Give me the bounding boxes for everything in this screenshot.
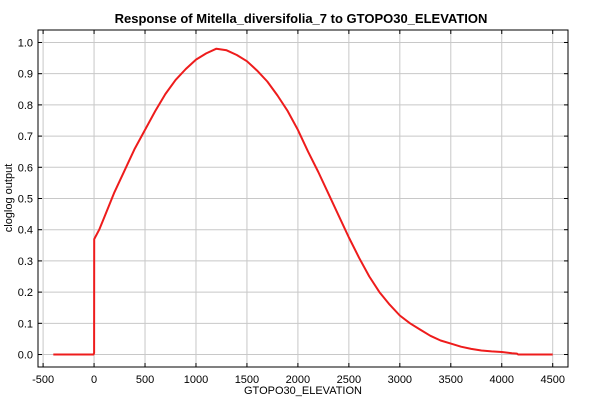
x-tick-label: 4500 (540, 374, 564, 386)
x-tick-label: 0 (91, 374, 97, 386)
y-tick-label: 1.0 (18, 37, 33, 49)
y-tick-label: 0.4 (18, 225, 33, 237)
x-axis-label: GTOPO30_ELEVATION (244, 385, 362, 397)
x-tick-label: 2500 (337, 374, 361, 386)
chart-title: Response of Mitella_diversifolia_7 to GT… (115, 11, 488, 26)
y-tick-label: 0.5 (18, 194, 33, 206)
y-tick-label: 0.9 (18, 69, 33, 81)
y-tick-label: 0.8 (18, 100, 33, 112)
x-tick-label: 4000 (490, 374, 514, 386)
tick-layer: -500 0 500 1000 1500 2000 2500 3000 3500 4000 4500… (18, 30, 568, 386)
x-tick-label: -500 (32, 374, 54, 386)
y-axis-label: cloglog output (3, 164, 15, 233)
x-tick-label: 1500 (235, 374, 259, 386)
x-tick-label: 1000 (184, 374, 208, 386)
y-tick-label: 0.7 (18, 131, 33, 143)
grid-layer (38, 30, 568, 367)
x-tick-label: 2000 (286, 374, 310, 386)
y-tick-label: 0.6 (18, 162, 33, 174)
x-tick-label: 3500 (439, 374, 463, 386)
response-curve (53, 47, 553, 356)
y-tick-label: 0.2 (18, 287, 33, 299)
y-tick-label: 0.3 (18, 256, 33, 268)
x-tick-label: 3000 (388, 374, 412, 386)
y-tick-label: 0.1 (18, 318, 33, 330)
y-tick-label: 0.0 (18, 350, 33, 362)
x-tick-label: 500 (136, 374, 154, 386)
series-layer (53, 47, 553, 356)
